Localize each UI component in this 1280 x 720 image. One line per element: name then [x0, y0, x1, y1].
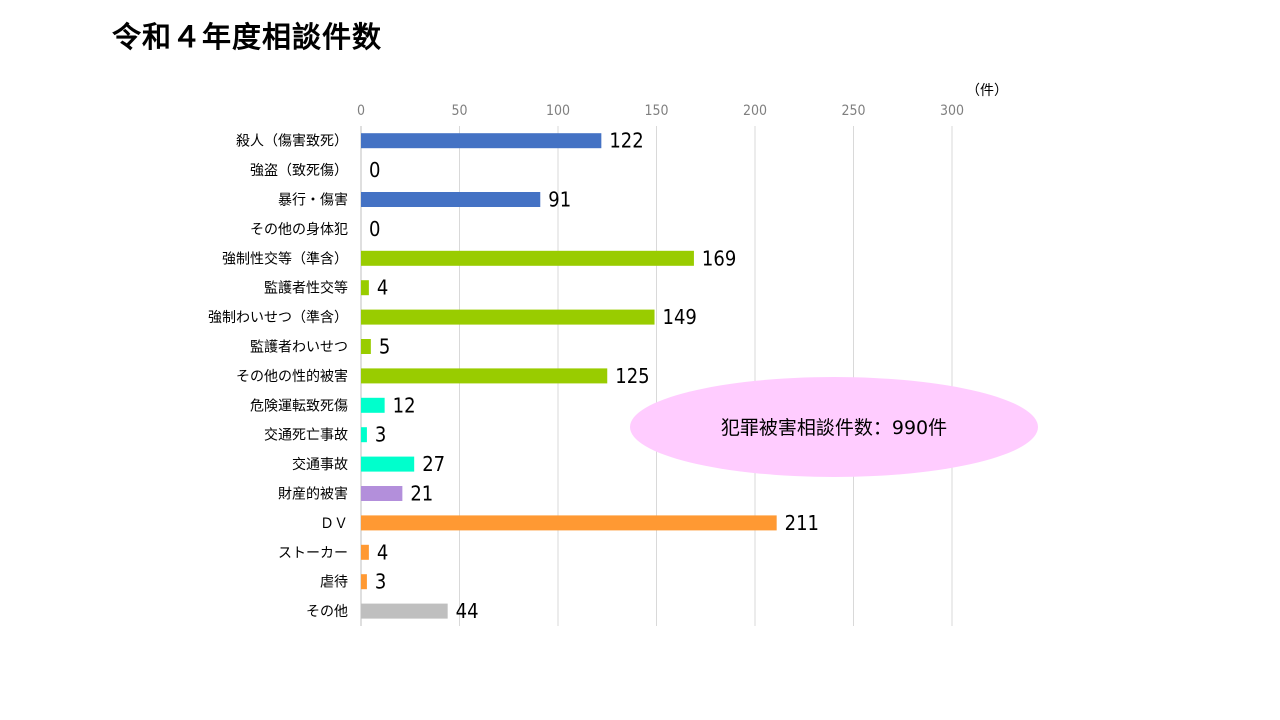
- bar: [361, 574, 367, 590]
- bar: [361, 339, 371, 354]
- bar: [361, 427, 367, 443]
- tick-label: 100: [546, 103, 570, 119]
- category-label: ＤＶ: [320, 516, 348, 532]
- category-label: 暴行・傷害: [278, 193, 348, 209]
- data-label: 125: [615, 364, 649, 388]
- tick-label: 200: [743, 103, 767, 119]
- bar: [361, 544, 369, 560]
- data-label: 122: [609, 129, 643, 153]
- callout-ellipse: [630, 377, 1038, 477]
- category-label: 財産的被害: [278, 487, 348, 503]
- unit-label: （件）: [966, 83, 1008, 99]
- data-label: 4: [377, 276, 388, 300]
- data-label: 27: [422, 452, 445, 476]
- data-label: 169: [702, 246, 736, 270]
- data-label: 44: [456, 599, 479, 623]
- bar: [361, 309, 655, 325]
- tick-label: 50: [451, 103, 467, 119]
- bar: [361, 456, 415, 472]
- bar: [361, 515, 777, 531]
- bar: [361, 603, 448, 619]
- category-label: 監護者わいせつ: [250, 339, 348, 356]
- tick-label: 150: [644, 103, 668, 119]
- data-label: 149: [663, 305, 697, 329]
- category-label: 交通事故: [292, 456, 348, 473]
- tick-label: 250: [841, 103, 865, 119]
- tick-label: 300: [940, 103, 964, 119]
- data-label: 21: [410, 482, 433, 506]
- page-title: 令和４年度相談件数: [112, 20, 383, 54]
- category-label: 虐待: [320, 575, 348, 591]
- data-label: 3: [375, 570, 386, 594]
- bar: [361, 133, 602, 149]
- data-label: 12: [393, 393, 416, 417]
- data-label: 211: [785, 511, 819, 535]
- x-axis-ticks: 0 50 100 150 200 250 300: [357, 103, 964, 119]
- category-label: その他: [306, 604, 348, 620]
- data-label: 0: [369, 217, 380, 241]
- category-label: 殺人（傷害致死）: [236, 134, 348, 150]
- data-label: 5: [379, 335, 390, 359]
- category-label: ストーカー: [278, 545, 348, 561]
- bar: [361, 486, 403, 501]
- category-label: 強制性交等（準含）: [222, 250, 348, 267]
- data-label: 4: [377, 540, 388, 564]
- total-callout: 犯罪被害相談件数：990件: [630, 377, 1038, 477]
- bar: [361, 192, 541, 207]
- category-label: その他の身体犯: [250, 222, 348, 238]
- tick-label: 0: [357, 103, 365, 119]
- bar: [361, 397, 385, 413]
- bar: [361, 250, 694, 266]
- category-label: 監護者性交等: [264, 280, 348, 297]
- category-label: 危険運転致死傷: [250, 398, 348, 414]
- data-label: 0: [369, 158, 380, 182]
- data-label: 3: [375, 423, 386, 447]
- category-label: 交通死亡事故: [264, 427, 348, 444]
- data-label: 91: [548, 188, 571, 212]
- bar: [361, 280, 369, 296]
- bar: [361, 368, 608, 384]
- data-labels: 122 0 91 0 169 4 149 5 125 12 3 27 21 211 4 3 44: [369, 129, 819, 623]
- category-label: 強盗（致死傷）: [250, 163, 348, 179]
- category-label: その他の性的被害: [236, 369, 348, 385]
- category-label: 強制わいせつ（準含）: [208, 310, 348, 326]
- callout-text: 犯罪被害相談件数：990件: [721, 417, 947, 439]
- bars: [361, 133, 777, 619]
